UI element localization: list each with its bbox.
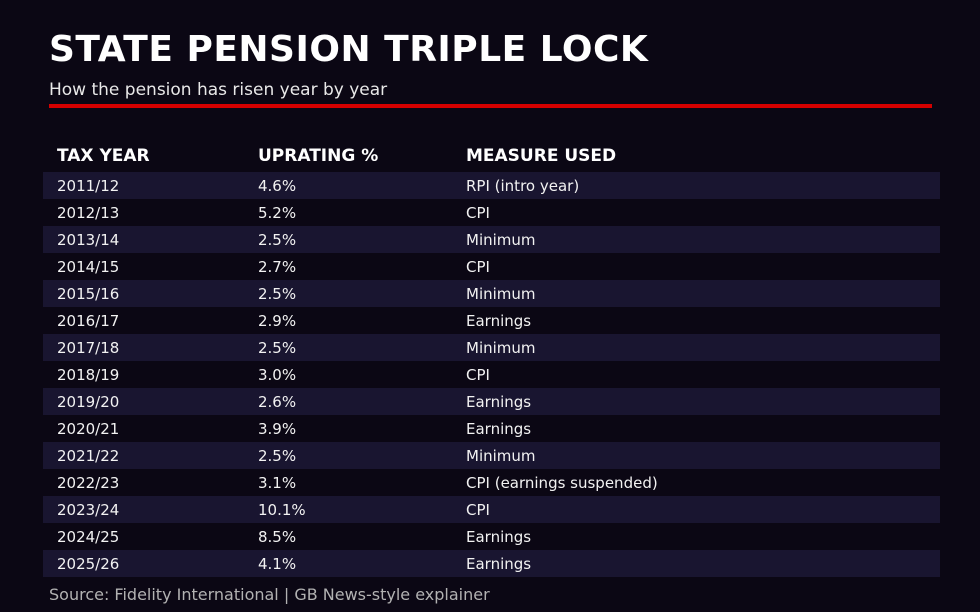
pension-table: TAX YEAR UPRATING % MEASURE USED 2011/12… [43,139,940,577]
uprating-cell: 2.9% [258,311,297,330]
uprating-cell: 3.0% [258,365,297,384]
uprating-cell: 3.9% [258,419,297,438]
measure-cell: Earnings [466,392,532,411]
measure-cell: CPI (earnings suspended) [466,473,658,492]
measure-cell: CPI [466,500,490,519]
tax-year-cell: 2018/19 [57,365,120,384]
uprating-cell: 3.1% [258,473,297,492]
tax-year-cell: 2020/21 [57,419,120,438]
uprating-cell: 10.1% [258,500,306,519]
tax-year-cell: 2024/25 [57,527,120,546]
table-row: 2020/21 3.9% Earnings [43,415,940,442]
table-row: 2018/19 3.0% CPI [43,361,940,388]
red-divider-rule [49,104,932,108]
measure-cell: RPI (intro year) [466,176,580,195]
tax-year-cell: 2025/26 [57,554,120,573]
table-row: 2015/16 2.5% Minimum [43,280,940,307]
tax-year-cell: 2022/23 [57,473,120,492]
tax-year-cell: 2013/14 [57,230,120,249]
source-attribution: Source: Fidelity International | GB News… [49,585,490,604]
page-subtitle: How the pension has risen year by year [49,80,388,100]
column-header-uprating: UPRATING % [258,145,379,166]
uprating-cell: 2.7% [258,257,297,276]
measure-cell: Minimum [466,230,536,249]
table-header-row: TAX YEAR UPRATING % MEASURE USED [43,139,940,172]
measure-cell: Minimum [466,338,536,357]
measure-cell: CPI [466,203,490,222]
uprating-cell: 4.1% [258,554,297,573]
measure-cell: Minimum [466,446,536,465]
uprating-cell: 2.5% [258,230,297,249]
uprating-cell: 2.5% [258,338,297,357]
table-row: 2025/26 4.1% Earnings [43,550,940,577]
measure-cell: CPI [466,257,490,276]
uprating-cell: 2.5% [258,284,297,303]
table-row: 2022/23 3.1% CPI (earnings suspended) [43,469,940,496]
table-row: 2021/22 2.5% Minimum [43,442,940,469]
tax-year-cell: 2011/12 [57,176,120,195]
table-row: 2017/18 2.5% Minimum [43,334,940,361]
table-body: 2011/12 4.6% RPI (intro year) 2012/13 5.2% CP… [43,172,940,577]
uprating-cell: 2.6% [258,392,297,411]
uprating-cell: 2.5% [258,446,297,465]
table-row: 2024/25 8.5% Earnings [43,523,940,550]
measure-cell: CPI [466,365,490,384]
tax-year-cell: 2016/17 [57,311,120,330]
tax-year-cell: 2023/24 [57,500,120,519]
column-header-tax-year: TAX YEAR [57,145,150,166]
measure-cell: Minimum [466,284,536,303]
column-header-measure: MEASURE USED [466,145,617,166]
measure-cell: Earnings [466,419,532,438]
page-title: STATE PENSION TRIPLE LOCK [49,29,649,70]
tax-year-cell: 2021/22 [57,446,120,465]
table-row: 2012/13 5.2% CPI [43,199,940,226]
tax-year-cell: 2012/13 [57,203,120,222]
tax-year-cell: 2014/15 [57,257,120,276]
uprating-cell: 4.6% [258,176,297,195]
tax-year-cell: 2019/20 [57,392,120,411]
uprating-cell: 5.2% [258,203,297,222]
tax-year-cell: 2017/18 [57,338,120,357]
measure-cell: Earnings [466,554,532,573]
measure-cell: Earnings [466,311,532,330]
table-row: 2016/17 2.9% Earnings [43,307,940,334]
table-row: 2013/14 2.5% Minimum [43,226,940,253]
uprating-cell: 8.5% [258,527,297,546]
table-row: 2014/15 2.7% CPI [43,253,940,280]
measure-cell: Earnings [466,527,532,546]
table-row: 2023/24 10.1% CPI [43,496,940,523]
tax-year-cell: 2015/16 [57,284,120,303]
table-row: 2019/20 2.6% Earnings [43,388,940,415]
table-row: 2011/12 4.6% RPI (intro year) [43,172,940,199]
